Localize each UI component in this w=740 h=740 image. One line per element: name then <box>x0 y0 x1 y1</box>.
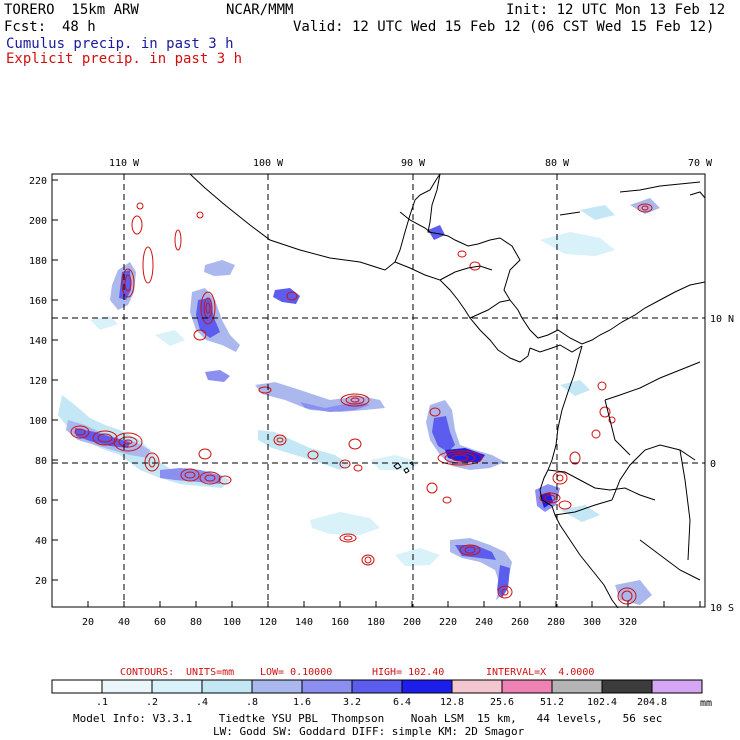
x-tick-label: 240 <box>475 617 493 628</box>
lon-label-90w: 90 W <box>401 158 426 169</box>
colorbar-label: .4 <box>196 697 208 708</box>
lat-label-10n: 10 N <box>710 314 734 325</box>
x-tick-label: 180 <box>367 617 385 628</box>
colorbar-label: 25.6 <box>490 697 514 708</box>
valid-time: Valid: 12 UTC Wed 15 Feb 12 (06 CST Wed … <box>293 19 715 35</box>
colorbar-swatch <box>301 679 353 694</box>
x-tick-label: 60 <box>154 617 166 628</box>
lon-label-100w: 100 W <box>253 158 284 169</box>
colorbar-label: 204.8 <box>637 697 667 708</box>
y-tick-label: 60 <box>35 496 47 507</box>
y-tick-label: 80 <box>35 456 47 467</box>
x-tick-label: 100 <box>223 617 241 628</box>
model-info: Model Info: V3.3.1 Tiedtke YSU PBL Thomp… <box>73 712 663 725</box>
colorbar-swatch <box>51 679 103 694</box>
colorbar-label: .1 <box>96 697 108 708</box>
colorbar-label: 102.4 <box>587 697 617 708</box>
contour-high: HIGH= 102.40 <box>372 667 445 678</box>
explicit-precip-contours <box>70 202 653 605</box>
colorbar-label: 1.6 <box>293 697 311 708</box>
colorbar-swatch <box>401 679 453 694</box>
colorbar-swatch <box>351 679 403 694</box>
colorbar-label: .8 <box>246 697 258 708</box>
colorbar-label: 3.2 <box>343 697 361 708</box>
colorbar-swatch <box>151 679 203 694</box>
lat-label-0: 0 <box>710 459 716 470</box>
colorbar-label: 6.4 <box>393 697 411 708</box>
y-tick-label: 180 <box>29 256 47 267</box>
colorbar-swatch <box>251 679 303 694</box>
coastlines <box>189 173 706 609</box>
graticule <box>52 174 705 607</box>
legend-cumulus: Cumulus precip. in past 3 h <box>6 36 234 52</box>
x-tick-label: 260 <box>511 617 529 628</box>
colorbar-swatch <box>101 679 153 694</box>
y-tick-label: 140 <box>29 336 47 347</box>
x-tick-label: 40 <box>118 617 130 628</box>
y-tick-label: 200 <box>29 216 47 227</box>
y-tick-label: 160 <box>29 296 47 307</box>
colorbar-unit: mm <box>700 698 712 709</box>
x-tick-label: 160 <box>331 617 349 628</box>
colorbar-label: .2 <box>146 697 158 708</box>
colorbar-swatch <box>451 679 503 694</box>
colorbar-swatch <box>601 679 653 694</box>
x-tick-label: 20 <box>82 617 94 628</box>
x-tick-label: 200 <box>403 617 421 628</box>
x-tick-label: 320 <box>619 617 637 628</box>
init-time: Init: 12 UTC Mon 13 Feb 12 <box>506 2 726 18</box>
colorbar-swatch <box>501 679 553 694</box>
y-tick-label: 100 <box>29 416 47 427</box>
y-tick-label: 120 <box>29 376 47 387</box>
contour-label: CONTOURS: <box>120 667 175 678</box>
cumulus-precip-field <box>58 198 660 605</box>
forecast-hours: 48 h <box>62 19 96 35</box>
lon-label-80w: 80 W <box>545 158 570 169</box>
lat-label-10s: 10 S <box>710 603 734 614</box>
x-tick-label: 220 <box>439 617 457 628</box>
precip-colorbar <box>51 679 703 694</box>
forecast-label: Fcst: <box>4 19 47 35</box>
physics-info: LW: Godd SW: Goddard DIFF: simple KM: 2D… <box>213 725 525 738</box>
plot-frame <box>51 173 706 608</box>
colorbar-swatch <box>651 679 703 694</box>
legend-explicit: Explicit precip. in past 3 h <box>6 51 243 67</box>
x-tick-label: 140 <box>295 617 313 628</box>
y-tick-label: 40 <box>35 536 47 547</box>
y-tick-label: 20 <box>35 576 47 587</box>
model-title: TORERO 15km ARW <box>4 2 139 18</box>
lon-label-110w: 110 W <box>109 158 140 169</box>
x-tick-label: 80 <box>190 617 202 628</box>
contour-low: LOW= 0.10000 <box>260 667 333 678</box>
colorbar-swatch <box>551 679 603 694</box>
x-tick-label: 300 <box>583 617 601 628</box>
colorbar-label: 12.8 <box>440 697 464 708</box>
colorbar-label: 51.2 <box>540 697 564 708</box>
y-tick-label: 220 <box>29 176 47 187</box>
lon-label-70w: 70 W <box>688 158 713 169</box>
x-tick-label: 120 <box>259 617 277 628</box>
x-tick-label: 280 <box>547 617 565 628</box>
organization: NCAR/MMM <box>226 2 294 18</box>
axis-ticks <box>52 179 701 607</box>
colorbar-labels: .1 .2 .4 .8 1.6 3.2 6.4 12.8 25.6 51.2 102.4 204.8 <box>96 697 667 708</box>
colorbar-swatch <box>201 679 253 694</box>
contour-interval: INTERVAL=X 4.0000 <box>486 667 595 678</box>
contour-units: UNITS=mm <box>186 667 235 678</box>
